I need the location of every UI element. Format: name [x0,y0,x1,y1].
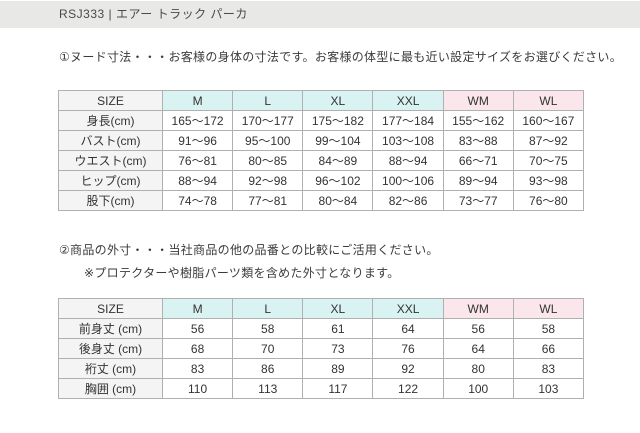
value-cell: 100 [442,378,514,399]
column-header-wm: WM [442,90,514,111]
table-row: ウエスト(cm) 76～81 80～85 84～89 88～94 66～71 70～75 [58,150,585,171]
nude-size-table: SIZE M L XL XXL WM WL 身長(cm) 165～172 170～177 175～1… [58,90,585,211]
outer-size-note: ※プロテクターや樹脂パーツ類を含めた外寸となります。 [84,266,400,280]
value-cell: 84～89 [302,150,374,171]
table-row: ヒップ(cm) 88～94 92～98 96～102 100～106 89～94 93～98 [58,170,585,191]
value-cell: 86 [232,358,304,379]
value-cell: 64 [372,318,444,339]
value-cell: 83～88 [442,130,514,151]
value-cell: 177～184 [372,110,444,131]
row-label: 前身丈 (cm) [58,318,163,339]
value-cell: 175～182 [302,110,374,131]
size-corner-header: SIZE [58,90,163,111]
column-header-wl: WL [512,298,585,319]
row-label: 後身丈 (cm) [58,338,163,359]
value-cell: 76 [372,338,444,359]
column-header-xl: XL [302,298,374,319]
value-cell: 88～94 [372,150,444,171]
value-cell: 91～96 [161,130,234,151]
table-row: 裄丈 (cm) 83 86 89 92 80 83 [58,358,585,379]
table-row: 股下(cm) 74～78 77～81 80～84 82～86 73～77 76～80 [58,190,585,211]
value-cell: 56 [161,318,234,339]
size-corner-header: SIZE [58,298,163,319]
column-header-m: M [161,298,234,319]
value-cell: 80～84 [302,190,374,211]
row-label: 股下(cm) [58,190,163,211]
value-cell: 110 [161,378,234,399]
value-cell: 83 [161,358,234,379]
value-cell: 58 [232,318,304,339]
table-row: バスト(cm) 91～96 95～100 99～104 103～108 83～88 87～9… [58,130,585,151]
value-cell: 74～78 [161,190,234,211]
value-cell: 89～94 [442,170,514,191]
value-cell: 165～172 [161,110,234,131]
column-header-xxl: XXL [372,298,444,319]
nude-size-description: ①ヌード寸法・・・お客様の身体の寸法です。お客様の体型に最も近い設定サイズをお選… [59,50,623,64]
value-cell: 70 [232,338,304,359]
value-cell: 66 [512,338,585,359]
value-cell: 82～86 [372,190,444,211]
row-label: 身長(cm) [58,110,163,131]
value-cell: 96～102 [302,170,374,191]
value-cell: 80 [442,358,514,379]
value-cell: 92 [372,358,444,379]
value-cell: 113 [232,378,304,399]
value-cell: 89 [302,358,374,379]
outer-header-row: SIZE M L XL XXL WM WL [58,298,585,319]
value-cell: 61 [302,318,374,339]
value-cell: 99～104 [302,130,374,151]
table-row: 後身丈 (cm) 68 70 73 76 64 66 [58,338,585,359]
value-cell: 92～98 [232,170,304,191]
value-cell: 68 [161,338,234,359]
table-row: 身長(cm) 165～172 170～177 175～182 177～184 155～16… [58,110,585,131]
product-title: RSJ333 | エアー トラック パーカ [59,7,248,21]
outer-size-table: SIZE M L XL XXL WM WL 前身丈 (cm) 56 58 61 64 56 58 後身丈 (… [58,298,585,399]
value-cell: 88～94 [161,170,234,191]
value-cell: 122 [372,378,444,399]
row-label: バスト(cm) [58,130,163,151]
row-label: 裄丈 (cm) [58,358,163,379]
product-header-bar: RSJ333 | エアー トラック パーカ [0,1,640,28]
value-cell: 66～71 [442,150,514,171]
column-header-l: L [232,298,304,319]
column-header-xl: XL [302,90,374,111]
value-cell: 117 [302,378,374,399]
value-cell: 76～81 [161,150,234,171]
value-cell: 58 [512,318,585,339]
value-cell: 103 [512,378,585,399]
value-cell: 56 [442,318,514,339]
table-row: 胸囲 (cm) 110 113 117 122 100 103 [58,378,585,399]
value-cell: 95～100 [232,130,304,151]
value-cell: 76～80 [512,190,585,211]
value-cell: 73 [302,338,374,359]
row-label: ヒップ(cm) [58,170,163,191]
value-cell: 155～162 [442,110,514,131]
column-header-wl: WL [512,90,585,111]
value-cell: 87～92 [512,130,585,151]
value-cell: 103～108 [372,130,444,151]
value-cell: 170～177 [232,110,304,131]
nude-header-row: SIZE M L XL XXL WM WL [58,90,585,111]
outer-size-description: ②商品の外寸・・・当社商品の他の品番との比較にご活用ください。 [59,243,439,257]
value-cell: 93～98 [512,170,585,191]
value-cell: 160～167 [512,110,585,131]
value-cell: 70～75 [512,150,585,171]
size-chart-content: ①ヌード寸法・・・お客様の身体の寸法です。お客様の体型に最も近い設定サイズをお選… [0,48,640,399]
table-row: 前身丈 (cm) 56 58 61 64 56 58 [58,318,585,339]
row-label: 胸囲 (cm) [58,378,163,399]
column-header-l: L [232,90,304,111]
column-header-xxl: XXL [372,90,444,111]
value-cell: 100～106 [372,170,444,191]
column-header-wm: WM [442,298,514,319]
value-cell: 73～77 [442,190,514,211]
value-cell: 83 [512,358,585,379]
column-header-m: M [161,90,234,111]
row-label: ウエスト(cm) [58,150,163,171]
value-cell: 80～85 [232,150,304,171]
value-cell: 64 [442,338,514,359]
value-cell: 77～81 [232,190,304,211]
